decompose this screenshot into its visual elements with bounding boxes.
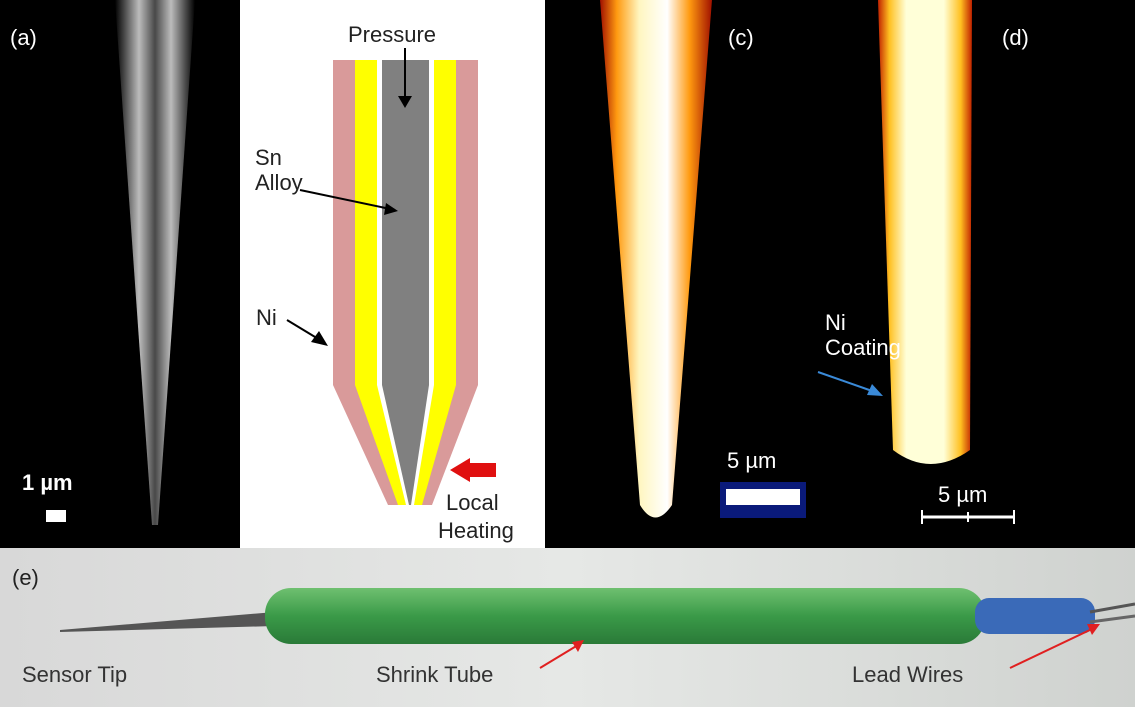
- scale-bar-label: 5 µm: [938, 482, 987, 507]
- sensor-tip-label: Sensor Tip: [22, 662, 127, 687]
- nickel-label: Ni: [256, 305, 277, 330]
- lead-wires-label: Lead Wires: [852, 662, 963, 687]
- panel-label: (c): [728, 25, 754, 50]
- scale-bar: [726, 489, 800, 505]
- figure: (a) 1 µm Pressure SnAlloy Ni LocalHeatin…: [0, 0, 1135, 707]
- scale-bar-label: 5 µm: [727, 448, 776, 473]
- scale-bar: [46, 510, 66, 522]
- scale-bar-label: 1 µm: [22, 470, 73, 495]
- shrink-tube-label: Shrink Tube: [376, 662, 493, 687]
- panel-label: (e): [12, 565, 39, 590]
- panel-a-bg: [0, 0, 240, 548]
- blue-tube: [975, 598, 1095, 634]
- panel-label: (d): [1002, 25, 1029, 50]
- panel-label: (a): [10, 25, 37, 50]
- shrink-tube: [265, 588, 985, 644]
- coated-image: [878, 0, 972, 464]
- pressure-label: Pressure: [348, 22, 436, 47]
